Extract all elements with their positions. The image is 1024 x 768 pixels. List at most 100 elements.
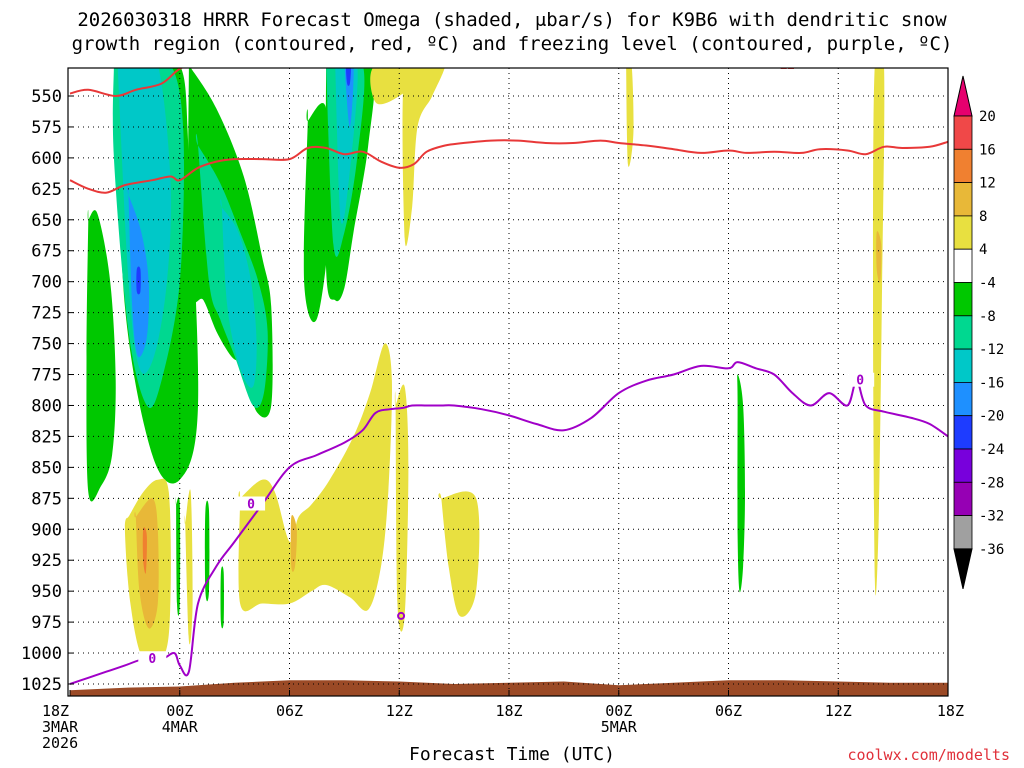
colorbar-label: -8 [979, 309, 996, 325]
colorbar-label: 12 [979, 176, 996, 192]
colorbar-band [953, 115, 973, 150]
contour-label-0: 0 [856, 374, 864, 389]
x-tick-label: 06Z [276, 702, 303, 720]
y-tick-label: 575 [31, 118, 62, 138]
contour-line--12b [69, 139, 948, 194]
colorbar-label: -36 [979, 542, 1004, 558]
colorbar-label: -12 [979, 342, 1004, 358]
source-credit: coolwx.com/modelts [847, 746, 1010, 764]
omega-shaded-region-27 [142, 527, 147, 574]
omega-shaded-region-29 [175, 497, 181, 616]
contour-label--12: -12 [772, 58, 795, 73]
y-tick-label: 600 [31, 149, 62, 169]
y-tick-label: 825 [31, 427, 62, 447]
contour-label-0: 0 [148, 652, 156, 667]
contour-label-bg [769, 68, 798, 72]
colorbar-band [953, 215, 973, 250]
colorbar-band [953, 481, 973, 516]
y-tick-label: 725 [31, 304, 62, 324]
omega-shaded-region-18 [394, 384, 409, 632]
y-tick-label: 750 [31, 335, 62, 355]
y-tick-label: 650 [31, 211, 62, 231]
x-tick-label: 5MAR [601, 718, 638, 736]
omega-shaded-region-13 [136, 266, 141, 295]
colorbar-band [953, 415, 973, 450]
y-tick-label: 625 [31, 180, 62, 200]
x-tick-label: 2026 [42, 734, 78, 752]
contour-label-bg [846, 372, 875, 387]
y-tick-label: 875 [31, 489, 62, 509]
y-tick-label: 675 [31, 242, 62, 262]
y-tick-label: 1000 [21, 644, 62, 664]
y-tick-label: 775 [31, 366, 62, 386]
omega-shaded-region-24 [134, 498, 159, 629]
omega-shaded-region-19 [438, 491, 480, 617]
contour-closed-small [397, 611, 406, 620]
x-tick-label: 06Z [715, 702, 742, 720]
colorbar-band [953, 182, 973, 217]
x-tick-label: 4MAR [162, 718, 199, 736]
x-tick-label: 00Z [605, 702, 632, 720]
omega-shaded-region-31 [220, 566, 224, 629]
colorbar-label: 8 [979, 209, 987, 225]
colorbar-label: 4 [979, 242, 987, 258]
colorbar-label: -20 [979, 409, 1004, 425]
x-tick-label: 18Z [42, 702, 69, 720]
colorbar-label: -16 [979, 375, 1004, 391]
omega-shaded-region-23 [873, 68, 885, 596]
contour-label--12: -12 [356, 56, 379, 71]
colorbar-band [953, 282, 973, 317]
colorbar-label: -28 [979, 475, 1004, 491]
y-tick-label: 800 [31, 396, 62, 416]
contour-label-bg [138, 651, 167, 666]
omega-shaded-region-25 [290, 515, 297, 572]
omega-shaded-region-30 [204, 500, 210, 602]
omega-shaded-region-4 [303, 103, 331, 323]
omega-shaded-region-1 [86, 209, 116, 502]
colorbar-band [953, 381, 973, 417]
colorbar-band [953, 515, 973, 550]
contour-line-0 [69, 361, 948, 685]
colorbar-band [953, 315, 973, 350]
colorbar-band [953, 348, 973, 383]
y-tick-label: 1025 [21, 675, 62, 695]
colorbar-label: -32 [979, 509, 1004, 525]
chart-title-line-2: growth region (contoured, red, ºC) and f… [71, 33, 953, 55]
omega-shaded-region-22 [626, 68, 634, 167]
omega-shaded-region-21 [370, 68, 433, 105]
contour-label-0: 0 [247, 498, 255, 513]
contour-label-bg [354, 68, 383, 69]
x-tick-label: 00Z [166, 702, 193, 720]
colorbar-label: 20 [979, 109, 996, 125]
x-tick-label: 12Z [825, 702, 852, 720]
y-tick-label: 550 [31, 87, 62, 107]
omega-shaded-region-20 [402, 68, 445, 247]
omega-shaded-region-26 [876, 231, 882, 283]
colorbar-label: 16 [979, 142, 996, 158]
omega-shaded-region-17 [184, 489, 193, 645]
plot-frame [67, 67, 949, 697]
x-tick-label: 12Z [386, 702, 413, 720]
colorbar-band [953, 248, 973, 283]
x-tick-label: 18Z [495, 702, 522, 720]
x-tick-label: 18Z [937, 702, 964, 720]
y-tick-label: 950 [31, 582, 62, 602]
x-axis-title: Forecast Time (UTC) [409, 744, 615, 765]
omega-shaded-region-28 [737, 374, 745, 593]
x-tick-label: 3MAR [42, 718, 79, 736]
y-tick-label: 900 [31, 520, 62, 540]
omega-shaded-region-8 [117, 68, 172, 374]
omega-shaded-region-12 [344, 68, 354, 127]
colorbar-band [953, 148, 973, 184]
y-tick-label: 700 [31, 273, 62, 293]
omega-shaded-region-14 [346, 68, 351, 86]
colorbar-label: -24 [979, 442, 1004, 458]
y-tick-label: 925 [31, 551, 62, 571]
omega-shaded-region-9 [220, 199, 257, 388]
colorbar-bottom-arrow [953, 548, 973, 590]
y-tick-label: 975 [31, 613, 62, 633]
chart-title-line-1: 2026030318 HRRR Forecast Omega (shaded, … [77, 9, 947, 31]
omega-shaded-region-16 [238, 343, 392, 612]
colorbar-band [953, 448, 973, 483]
